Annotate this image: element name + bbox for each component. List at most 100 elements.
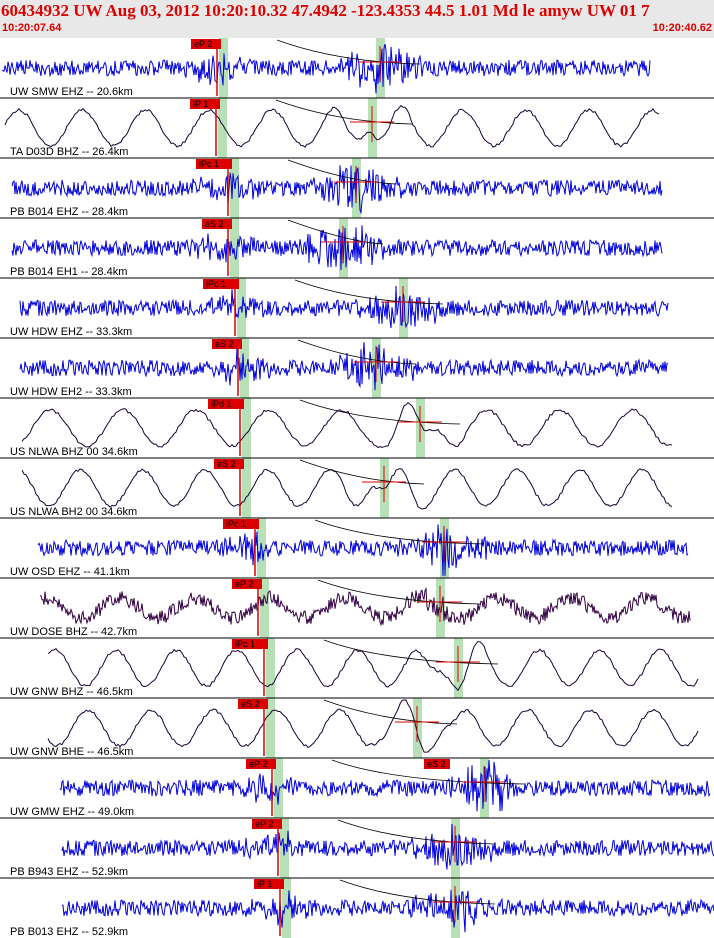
p-pick-band — [266, 698, 275, 758]
trace-row[interactable]: iPd 1 US NLWA BHZ 00 34.6km — [0, 397, 714, 458]
pick-tag[interactable] — [208, 399, 244, 409]
travel-time-curve — [331, 759, 525, 785]
pick-tag[interactable] — [223, 519, 259, 529]
start-time: 10:20:07.64 — [2, 22, 62, 34]
travel-time-curve — [299, 459, 425, 485]
pick-tag[interactable] — [252, 819, 282, 829]
pick-label-2: eS 2 — [427, 759, 446, 769]
trace-row[interactable]: iP 1 PB B013 EHZ -- 52.9km — [0, 877, 714, 938]
waveform-trace — [61, 889, 714, 933]
pick-tag[interactable] — [190, 99, 220, 109]
pick-tag[interactable] — [232, 639, 268, 649]
trace-row[interactable]: iP 1 TA D03D BHZ -- 26.4km — [0, 97, 714, 158]
station-label: UW DOSE BHZ -- 42.7km — [10, 626, 137, 638]
station-label: PB B013 EHZ -- 52.9km — [10, 926, 128, 938]
p-pick-band — [218, 98, 227, 158]
pick-tag[interactable] — [214, 459, 244, 469]
waveform-trace — [39, 587, 691, 627]
pick-label: iPd 1 — [211, 399, 232, 409]
end-time: 10:20:40.62 — [652, 22, 712, 34]
trace-row[interactable]: iPc 1 PB B014 EHZ -- 28.4km — [0, 157, 714, 218]
station-label: PB B014 EH1 -- 28.4km — [10, 266, 127, 278]
travel-time-curve — [337, 819, 496, 845]
pick-label: eP 2 — [194, 39, 212, 49]
trace-row[interactable]: eS 2 PB B014 EH1 -- 28.4km — [0, 217, 714, 278]
travel-time-curve — [299, 399, 461, 425]
pick-label: eS 2 — [215, 339, 234, 349]
pick-label: eP 2 — [249, 759, 267, 769]
station-label: TA D03D BHZ -- 26.4km — [10, 146, 128, 158]
station-label: UW HDW EH2 -- 33.3km — [10, 386, 132, 398]
travel-time-curve — [323, 639, 499, 665]
travel-time-curve — [287, 159, 397, 185]
pick-label: eS 2 — [217, 459, 236, 469]
waveform-trace — [1, 43, 651, 94]
travel-time-curve — [276, 39, 421, 65]
station-label: PB B014 EHZ -- 28.4km — [10, 206, 128, 218]
travel-time-curve — [314, 519, 485, 545]
pick-tag[interactable] — [238, 699, 268, 709]
trace-row[interactable]: eP 2 eS 2 UW GMW EHZ -- 49.0km — [0, 757, 714, 818]
travel-time-curve — [287, 219, 384, 245]
pick-label: iPc 1 — [226, 519, 246, 529]
pick-tag[interactable] — [232, 579, 262, 589]
station-label: UW GNW BHE -- 46.5km — [10, 746, 133, 758]
p-pick-band — [274, 758, 283, 818]
trace-row[interactable]: iPc 1 UW GNW BHZ -- 46.5km — [0, 637, 714, 698]
station-label: UW SMW EHZ -- 20.6km — [10, 86, 133, 98]
event-title: 60434932 UW Aug 03, 2012 10:20:10.32 47.… — [1, 1, 650, 20]
pick-tag-2[interactable] — [424, 759, 450, 769]
p-pick-band — [282, 878, 291, 938]
travel-time-curve — [317, 579, 481, 605]
pick-label: eP 2 — [255, 819, 273, 829]
station-label: UW GNW BHZ -- 46.5km — [10, 686, 133, 698]
pick-label: iPc 1 — [206, 279, 226, 289]
station-label: UW OSD EHZ -- 41.1km — [10, 566, 130, 578]
pick-tag[interactable] — [196, 159, 232, 169]
seismogram-panel[interactable]: eP 2 UW SMW EHZ -- 20.6km iP 1 TA D03D BHZ … — [0, 38, 714, 938]
waveform-trace — [21, 402, 673, 449]
travel-time-curve — [294, 279, 444, 305]
p-pick-band — [242, 398, 251, 458]
travel-time-curve — [297, 339, 417, 365]
waveform-trace — [21, 468, 673, 510]
trace-row[interactable]: eP 2 PB B943 EHZ -- 52.9km — [0, 817, 714, 878]
waveform-trace — [61, 823, 714, 870]
station-label: US NLWA BHZ 00 34.6km — [10, 446, 138, 458]
station-label: UW GMW EHZ -- 49.0km — [10, 806, 134, 818]
waveform-trace — [47, 641, 699, 692]
waveform-trace — [11, 225, 663, 271]
trace-row[interactable]: eS 2 UW GNW BHE -- 46.5km — [0, 697, 714, 758]
travel-time-curve — [275, 99, 413, 125]
trace-row[interactable]: eS 2 UW HDW EH2 -- 33.3km — [0, 337, 714, 398]
pick-tag[interactable] — [203, 279, 239, 289]
trace-row[interactable]: eS 2 US NLWA BH2 00 34.6km — [0, 457, 714, 518]
pick-label: iPc 1 — [235, 639, 255, 649]
trace-row[interactable]: iPc 1 UW HDW EHZ -- 33.3km — [0, 277, 714, 338]
event-header: 60434932 UW Aug 03, 2012 10:20:10.32 47.… — [0, 0, 714, 38]
pick-tag[interactable] — [246, 759, 276, 769]
trace-row[interactable]: eP 2 UW SMW EHZ -- 20.6km — [1, 39, 651, 98]
trace-row[interactable]: eP 2 UW DOSE BHZ -- 42.7km — [0, 577, 714, 638]
travel-time-curve — [339, 879, 496, 905]
waveform-trace — [19, 285, 669, 329]
pick-tag[interactable] — [254, 879, 284, 889]
p-pick-band — [260, 578, 269, 638]
pick-label: iPc 1 — [199, 159, 219, 169]
pick-tag[interactable] — [191, 39, 221, 49]
station-label: PB B943 EHZ -- 52.9km — [10, 866, 128, 878]
waveform-trace — [37, 524, 689, 577]
pick-label: eS 2 — [205, 219, 224, 229]
travel-time-curve — [323, 699, 458, 725]
waveform-trace — [4, 104, 660, 148]
pick-label: eS 2 — [241, 699, 260, 709]
pick-tag[interactable] — [212, 339, 242, 349]
pick-label: iP 1 — [193, 99, 208, 109]
waveform-trace — [19, 342, 669, 391]
trace-row[interactable]: iPc 1 UW OSD EHZ -- 41.1km — [0, 517, 714, 578]
p-pick-band — [242, 458, 251, 518]
waveform-trace — [59, 759, 711, 812]
p-pick-band — [266, 638, 275, 698]
pick-tag[interactable] — [202, 219, 232, 229]
pick-bands — [218, 38, 489, 938]
